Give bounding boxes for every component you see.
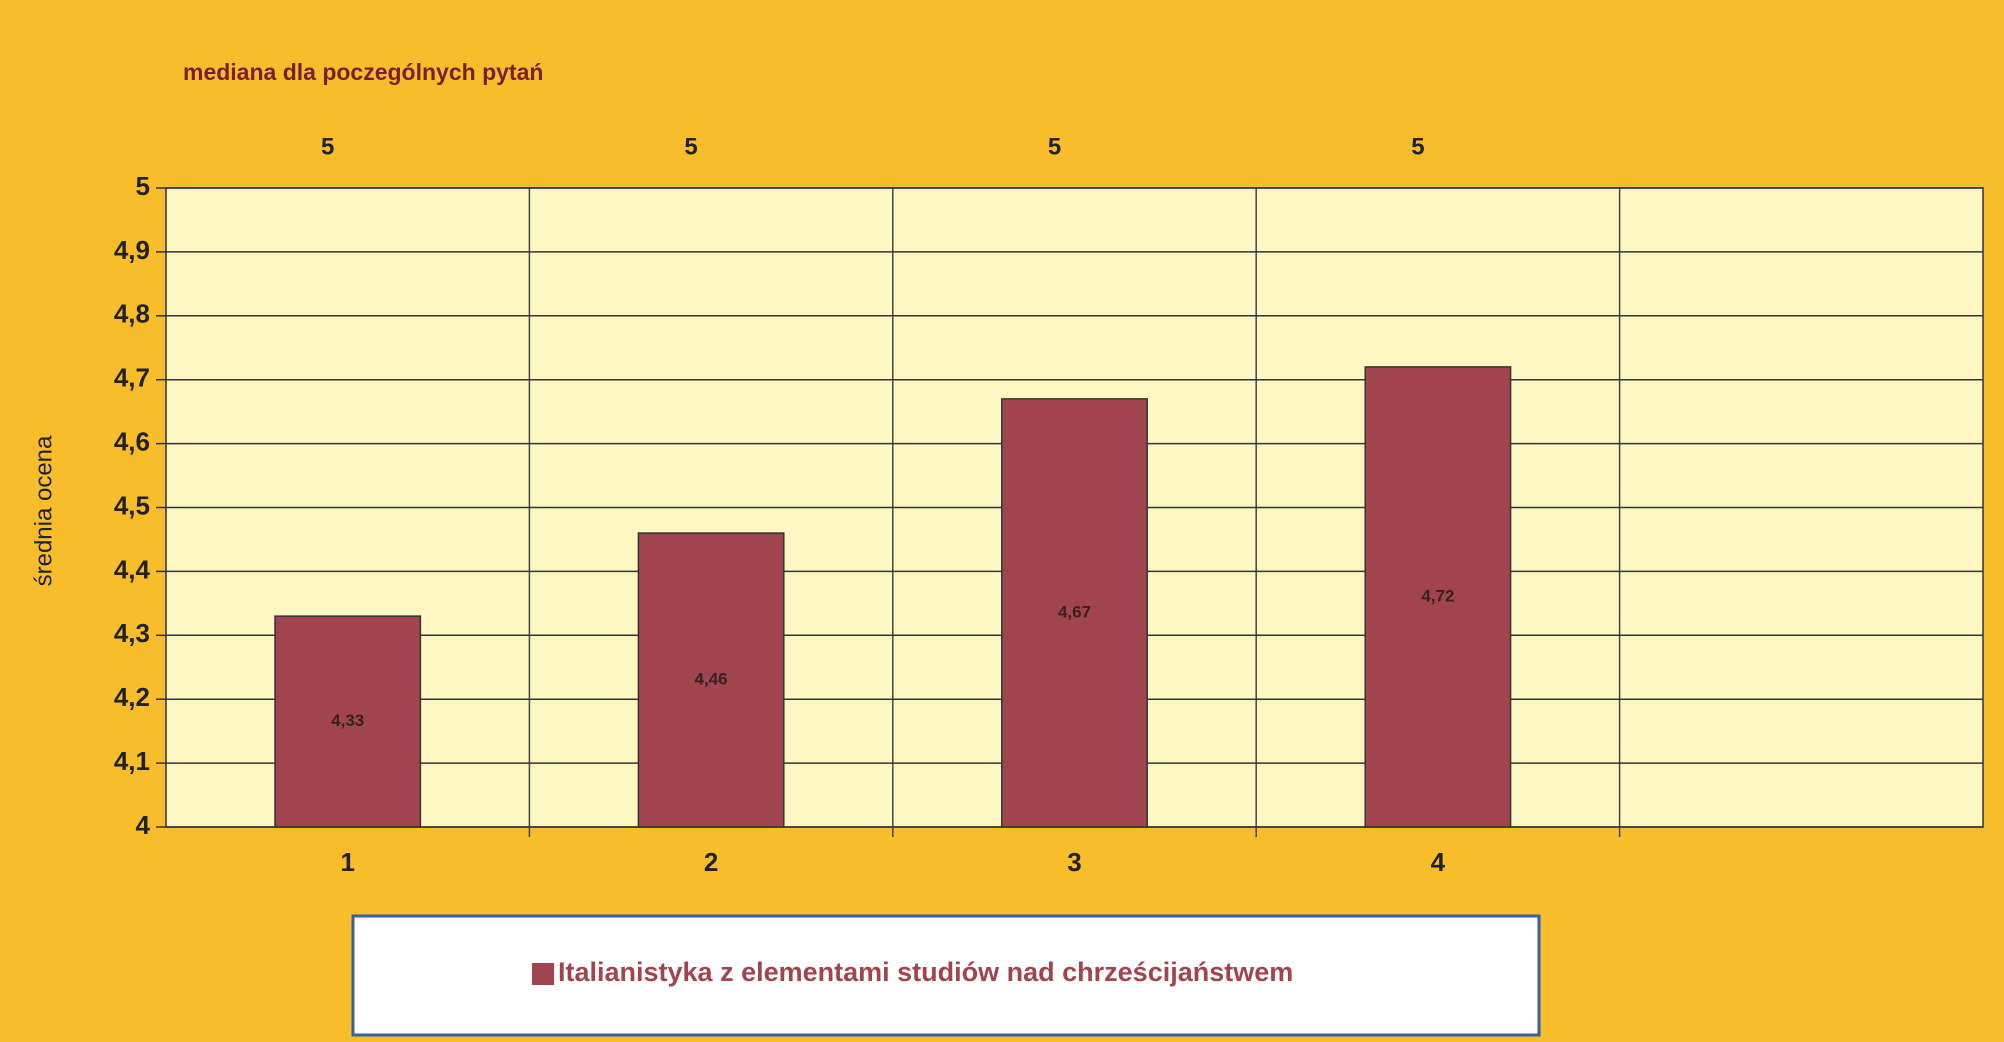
y-tick-label: 4,1 bbox=[114, 746, 150, 776]
y-tick-label: 4,8 bbox=[114, 299, 150, 329]
y-tick-label: 4,3 bbox=[114, 618, 150, 648]
median-label: 5 bbox=[1411, 133, 1424, 160]
y-tick-label: 5 bbox=[136, 171, 150, 201]
x-tick-label: 3 bbox=[1067, 847, 1081, 877]
bar bbox=[637, 532, 785, 828]
median-label: 5 bbox=[684, 133, 697, 160]
bar bbox=[274, 615, 422, 828]
bar bbox=[1001, 398, 1148, 828]
chart-title: mediana dla poczególnych pytań bbox=[183, 59, 543, 85]
y-tick-label: 4,7 bbox=[114, 363, 150, 393]
y-tick-label: 4,6 bbox=[114, 426, 150, 456]
y-tick-label: 4,4 bbox=[114, 554, 151, 584]
y-axis-label: średnia ocena bbox=[30, 435, 57, 586]
legend-label: Italianistyka z elementami studiów nad c… bbox=[558, 957, 1293, 987]
value-label: 4,72 bbox=[1421, 586, 1454, 605]
x-tick-label: 2 bbox=[704, 847, 718, 877]
median-label: 5 bbox=[1048, 133, 1061, 160]
value-label: 4,67 bbox=[1058, 602, 1091, 621]
y-tick-label: 4 bbox=[136, 810, 151, 840]
value-label: 4,33 bbox=[331, 711, 364, 730]
value-label: 4,46 bbox=[695, 670, 728, 689]
bar bbox=[1364, 366, 1512, 828]
y-tick-label: 4,5 bbox=[114, 490, 150, 520]
x-tick-label: 1 bbox=[340, 847, 354, 877]
legend-swatch bbox=[532, 963, 554, 985]
x-tick-label: 4 bbox=[1431, 847, 1446, 877]
y-tick-label: 4,2 bbox=[114, 682, 150, 712]
median-label: 5 bbox=[321, 133, 334, 160]
y-tick-label: 4,9 bbox=[114, 235, 150, 265]
